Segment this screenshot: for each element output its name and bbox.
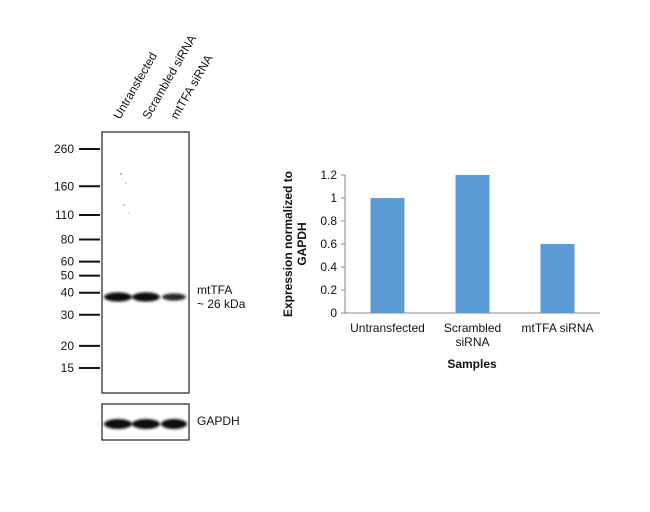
y-tick-label: 0.4	[320, 260, 337, 274]
bars	[370, 175, 575, 313]
marker-label-260: 260	[54, 142, 74, 156]
x-category-label: Untransfected	[350, 321, 425, 335]
band-untransfected	[104, 292, 132, 302]
marker-label-15: 15	[61, 361, 75, 375]
blot-membrane	[101, 131, 190, 394]
y-tick-label: 1	[330, 191, 337, 205]
gapdh-band-scrambled-sirna	[132, 419, 160, 429]
y-axis-label: Expression normalized to GAPDH	[281, 171, 309, 317]
band-label-mttfa: mtTFA	[197, 283, 232, 297]
band-label-size: ~ 26 kDa	[197, 297, 246, 311]
y-tick-label: 0.2	[320, 283, 337, 297]
gapdh-band-untransfected	[104, 419, 132, 429]
marker-label-60: 60	[61, 255, 75, 269]
marker-label-80: 80	[61, 232, 75, 246]
marker-label-30: 30	[61, 308, 75, 322]
bar-scrambled-sirna	[455, 175, 490, 313]
y-axis-label-line: Expression normalized to	[281, 171, 295, 317]
y-tick-label: 0.8	[320, 214, 337, 228]
gapdh-band-mttfa-sirna	[161, 419, 187, 429]
marker-label-20: 20	[61, 339, 75, 353]
y-tick-label: 1.2	[320, 168, 337, 182]
marker-label-110: 110	[55, 208, 74, 222]
membrane-background-specks	[119, 172, 130, 214]
marker-label-50: 50	[61, 269, 75, 283]
x-category-label: Scrambled	[444, 321, 501, 335]
x-category-label: mtTFA siRNA	[521, 321, 593, 335]
x-axis-label: Samples	[447, 357, 497, 371]
marker-label-160: 160	[54, 179, 74, 193]
y-tick-label: 0	[330, 306, 337, 320]
bar-untransfected	[370, 198, 405, 313]
x-category-label: siRNA	[455, 335, 489, 349]
gapdh-bands	[104, 419, 187, 429]
mttfa-bands	[104, 292, 186, 302]
y-axis-label-line: GAPDH	[295, 222, 309, 265]
marker-label-40: 40	[61, 286, 75, 300]
band-scrambled-sirna	[132, 292, 160, 302]
y-axis-ticks: 0 0.2 0.4 0.6 0.8 1 1.2	[320, 168, 345, 320]
bar-chart: Expression normalized to GAPDH 0 0.2 0.4 0.6…	[281, 168, 600, 371]
loading-control-label: GAPDH	[197, 414, 240, 428]
y-tick-label: 0.6	[320, 237, 337, 251]
bar-mttfa-sirna	[540, 244, 575, 313]
band-mttfa-sirna	[162, 293, 186, 301]
western-blot-panel: Untransfected Scrambled siRNA mtTFA siRN…	[54, 32, 246, 441]
